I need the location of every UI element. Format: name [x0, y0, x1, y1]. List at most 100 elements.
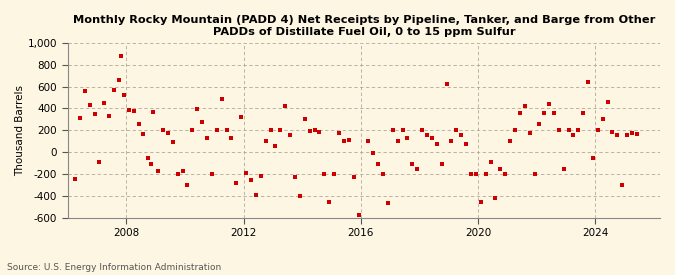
Point [124, 107, 134, 112]
Point [236, 114, 246, 119]
Point [373, 161, 383, 166]
Point [324, 200, 335, 204]
Point [377, 172, 388, 177]
Point [573, 128, 584, 132]
Point [514, 111, 525, 116]
Point [539, 111, 549, 116]
Point [602, 100, 613, 104]
Point [338, 138, 349, 143]
Point [558, 167, 569, 171]
Point [612, 133, 623, 138]
Point [119, 93, 130, 98]
Point [145, 162, 156, 166]
Point [500, 172, 510, 177]
Point [265, 128, 276, 133]
Point [524, 131, 535, 135]
Point [148, 109, 159, 114]
Point [485, 160, 496, 164]
Point [319, 172, 329, 177]
Point [246, 178, 256, 182]
Point [363, 138, 374, 143]
Point [70, 177, 80, 182]
Point [116, 54, 127, 58]
Point [402, 136, 412, 141]
Y-axis label: Thousand Barrels: Thousand Barrels [15, 85, 25, 176]
Point [167, 140, 178, 144]
Point [79, 89, 90, 93]
Point [519, 103, 530, 108]
Point [231, 180, 242, 185]
Point [397, 128, 408, 132]
Point [163, 131, 173, 135]
Point [416, 128, 427, 132]
Point [104, 114, 115, 118]
Point [534, 122, 545, 127]
Point [187, 128, 198, 133]
Point [460, 142, 471, 146]
Point [495, 167, 506, 171]
Point [75, 116, 86, 120]
Point [275, 128, 286, 132]
Point [280, 104, 291, 108]
Point [240, 170, 251, 175]
Point [451, 128, 462, 132]
Point [368, 150, 379, 155]
Point [597, 117, 608, 121]
Point [466, 172, 477, 177]
Point [157, 128, 168, 133]
Point [226, 136, 237, 140]
Point [153, 169, 163, 174]
Point [436, 161, 447, 166]
Point [421, 133, 432, 138]
Point [617, 183, 628, 188]
Point [304, 129, 315, 133]
Point [294, 194, 305, 198]
Point [578, 111, 589, 116]
Point [109, 88, 119, 92]
Text: Source: U.S. Energy Information Administration: Source: U.S. Energy Information Administ… [7, 263, 221, 272]
Point [299, 117, 310, 121]
Point [196, 120, 207, 124]
Point [627, 131, 638, 135]
Point [358, 220, 369, 224]
Point [563, 128, 574, 132]
Point [285, 133, 296, 138]
Point [207, 172, 217, 176]
Point [583, 79, 593, 84]
Point [593, 128, 603, 132]
Point [211, 128, 222, 133]
Point [333, 131, 344, 135]
Point [480, 172, 491, 177]
Point [446, 138, 456, 143]
Point [544, 101, 555, 106]
Point [475, 200, 486, 204]
Point [113, 78, 124, 82]
Point [89, 112, 100, 116]
Point [84, 103, 95, 107]
Point [202, 136, 213, 140]
Point [588, 156, 599, 160]
Point [309, 128, 320, 132]
Point [568, 133, 579, 138]
Point [99, 101, 110, 105]
Point [504, 138, 515, 143]
Point [470, 172, 481, 177]
Point [192, 107, 202, 111]
Point [255, 174, 266, 178]
Point [133, 122, 144, 126]
Point [407, 161, 418, 166]
Point [383, 201, 394, 205]
Point [622, 133, 632, 138]
Point [441, 82, 452, 87]
Point [250, 193, 261, 197]
Point [632, 132, 643, 136]
Point [94, 160, 105, 164]
Point [178, 169, 188, 173]
Point [554, 128, 564, 132]
Point [412, 167, 423, 171]
Point [387, 128, 398, 132]
Point [290, 174, 300, 179]
Point [261, 139, 271, 143]
Point [529, 172, 540, 177]
Point [270, 144, 281, 148]
